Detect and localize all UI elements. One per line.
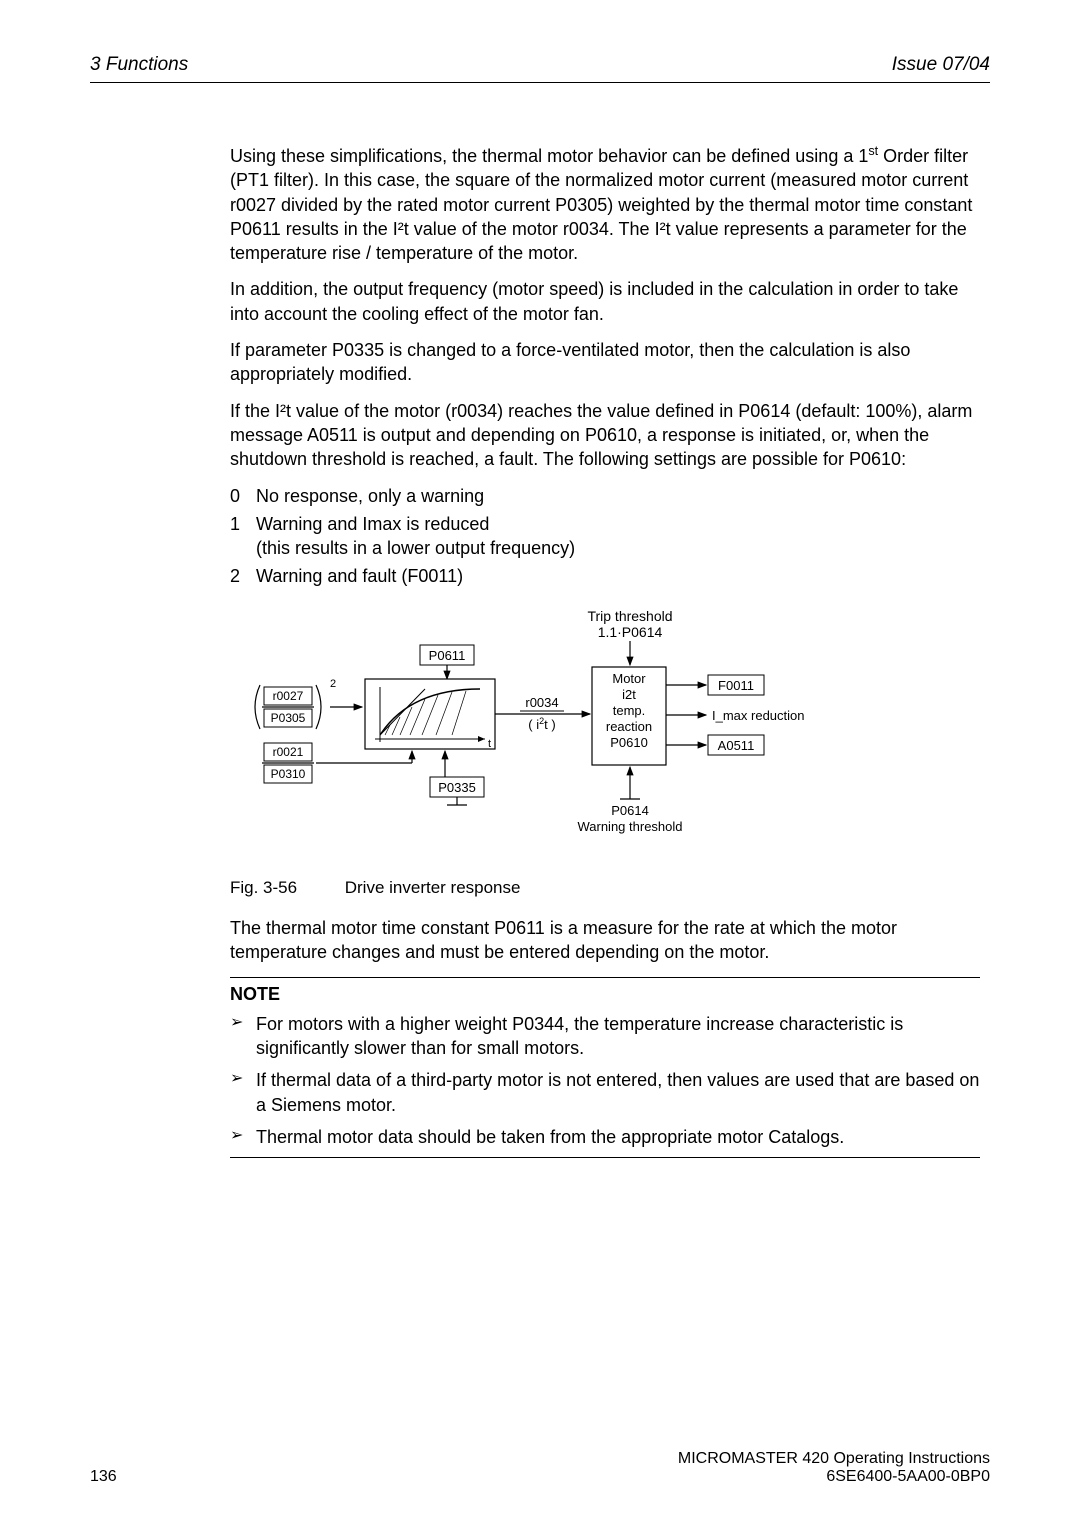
note-item-1: ➢ For motors with a higher weight P0344,…	[230, 1012, 980, 1061]
p1-sup: st	[868, 144, 878, 158]
fraction-r0027-p0305: r0027 P0305 2	[255, 678, 336, 729]
label-motor2: i2t	[622, 687, 636, 702]
label-reaction: reaction	[606, 719, 652, 734]
figure-caption: Fig. 3-56 Drive inverter response	[230, 877, 980, 900]
label-warn: Warning threshold	[577, 819, 682, 834]
label-r0021: r0021	[273, 745, 304, 759]
paragraph-5: The thermal motor time constant P0611 is…	[230, 916, 980, 965]
fig-title: Drive inverter response	[345, 878, 521, 897]
list-txt-2: Warning and fault (F0011)	[256, 564, 980, 588]
label-p0614: P0614	[611, 803, 649, 818]
footer-line2: 6SE6400-5AA00-0BP0	[826, 1468, 990, 1485]
note-text-2: If thermal data of a third-party motor i…	[256, 1068, 980, 1117]
bullet-arrow-icon: ➢	[230, 1068, 256, 1117]
body-content: Using these simplifications, the thermal…	[230, 143, 980, 1158]
note-text-3: Thermal motor data should be taken from …	[256, 1125, 980, 1149]
footer-line1: MICROMASTER 420 Operating Instructions	[678, 1450, 990, 1467]
list-num-1: 1	[230, 512, 256, 561]
paragraph-1: Using these simplifications, the thermal…	[230, 143, 980, 265]
label-trip-mult: 1.1·P0614	[598, 624, 663, 640]
diagram-svg: Trip threshold 1.1·P0614 P0611 r0027 P03…	[230, 607, 890, 857]
label-p0611: P0611	[429, 648, 466, 663]
block-diagram: Trip threshold 1.1·P0614 P0611 r0027 P03…	[230, 607, 980, 863]
note-text-1: For motors with a higher weight P0344, t…	[256, 1012, 980, 1061]
label-imax: I_max reduction	[712, 708, 805, 723]
label-motor: Motor	[612, 671, 646, 686]
note-rule-bottom	[230, 1157, 980, 1158]
label-p0305: P0305	[271, 711, 306, 725]
list-item-2: 2 Warning and fault (F0011)	[230, 564, 980, 588]
label-trip-threshold: Trip threshold	[587, 608, 672, 624]
page: 3 Functions Issue 07/04 Using these simp…	[0, 0, 1080, 1528]
label-f0011: F0011	[718, 678, 754, 693]
list-txt-0: No response, only a warning	[256, 484, 980, 508]
fraction-r0021-p0310: r0021 P0310	[262, 743, 314, 783]
list-item-0: 0 No response, only a warning	[230, 484, 980, 508]
list-txt-1: Warning and Imax is reduced (this result…	[256, 512, 980, 561]
bullet-arrow-icon: ➢	[230, 1012, 256, 1061]
list-item-1: 1 Warning and Imax is reduced (this resu…	[230, 512, 980, 561]
label-a0511: A0511	[718, 738, 755, 753]
label-temp: temp.	[613, 703, 646, 718]
p1-pre: Using these simplifications, the thermal…	[230, 146, 868, 166]
label-p0335: P0335	[438, 780, 476, 795]
paragraph-2: In addition, the output frequency (motor…	[230, 277, 980, 326]
label-p0610: P0610	[610, 735, 648, 750]
note-title: NOTE	[230, 982, 980, 1006]
page-number: 136	[90, 1468, 117, 1486]
header-right: Issue 07/04	[892, 54, 990, 76]
label-r0034: r0034	[525, 695, 558, 710]
paragraph-4: If the I²t value of the motor (r0034) re…	[230, 399, 980, 472]
footer-right: MICROMASTER 420 Operating Instructions 6…	[678, 1450, 990, 1486]
paragraph-3: If parameter P0335 is changed to a force…	[230, 338, 980, 387]
note-item-3: ➢ Thermal motor data should be taken fro…	[230, 1125, 980, 1149]
label-t-axis: t	[488, 738, 491, 750]
bullet-arrow-icon: ➢	[230, 1125, 256, 1149]
list-txt-1b: (this results in a lower output frequenc…	[256, 538, 575, 558]
label-sq: 2	[330, 678, 336, 690]
page-header: 3 Functions Issue 07/04	[90, 54, 990, 83]
header-left: 3 Functions	[90, 54, 188, 76]
label-r0027: r0027	[273, 689, 304, 703]
label-i2t: ( i2t )	[528, 716, 555, 732]
list-txt-1a: Warning and Imax is reduced	[256, 514, 489, 534]
label-p0310: P0310	[271, 767, 306, 781]
note-rule-top	[230, 977, 980, 978]
page-footer: 136 MICROMASTER 420 Operating Instructio…	[90, 1450, 990, 1486]
note-item-2: ➢ If thermal data of a third-party motor…	[230, 1068, 980, 1117]
fig-number: Fig. 3-56	[230, 877, 340, 900]
list-num-2: 2	[230, 564, 256, 588]
list-num-0: 0	[230, 484, 256, 508]
